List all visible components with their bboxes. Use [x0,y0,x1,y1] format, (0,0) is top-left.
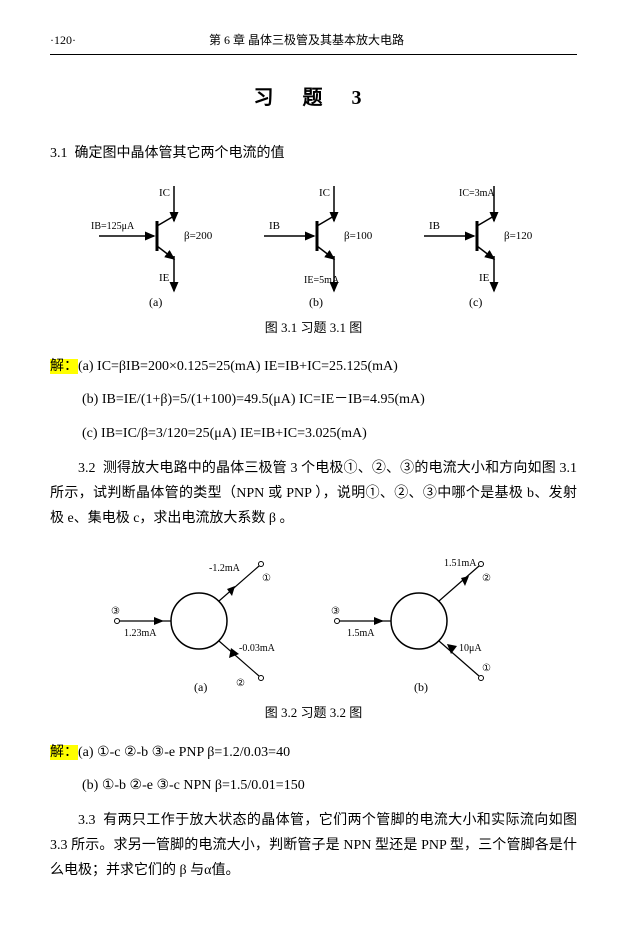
fig32-b-label: (b) [414,680,428,694]
fig31-b: IC IB IE=5mA β=100 (b) [249,181,379,311]
solution-3-2: 解：(a) ①-c ②-b ③-e PNP β=1.2/0.03=40 (b) … [50,740,577,798]
question-3-2: 3.2 测得放大电路中的晶体三极管 3 个电极①、②、③的电流大小和方向如图 3… [50,456,577,532]
fig31-b-ic: IC [319,187,330,199]
svg-text:③: ③ [111,606,120,617]
question-3-1: 3.1 确定图中晶体管其它两个电流的值 [50,141,577,166]
sol32-b: (b) ①-b ②-e ③-c NPN β=1.5/0.01=150 [82,778,305,793]
fig31-b-label: (b) [309,295,323,309]
fig31-c-ib: IB [429,220,440,232]
solution-3-1: 解：(a) IC=βIB=200×0.125=25(mA) IE=IB+IC=2… [50,354,577,446]
fig31-c-label: (c) [469,295,482,309]
sol31-label: 解： [50,359,78,374]
page-number: ·120· [50,30,76,52]
fig31-b-beta: β=100 [344,230,373,242]
page-header: ·120· 第 6 章 晶体三极管及其基本放大电路 [50,30,577,55]
svg-text:②: ② [236,678,245,689]
fig31-a-ic: IC [159,187,170,199]
fig31-c-ic: IC=3mA [459,188,495,199]
header-spacer [537,30,577,52]
question-3-3: 3.3 有两只工作于放大状态的晶体管，它们两个管脚的电流大小和实际流向如图 3.… [50,808,577,884]
fig31-b-ib: IB [269,220,280,232]
figure-3-1: IC IB=125μA IE β=200 (a) IC IB [50,181,577,311]
fig32-b-i2: 1.51mA [444,558,477,569]
q31-num: 3.1 [50,146,68,161]
main-title: 习 题 3 [50,80,577,116]
fig31-c-ie: IE [479,272,490,284]
fig31-b-ie: IE=5mA [304,275,340,286]
fig32-a-i2: -0.03mA [239,643,276,654]
chapter-title: 第 6 章 晶体三极管及其基本放大电路 [76,30,537,52]
svg-text:①: ① [262,573,271,584]
fig31-c-beta: β=120 [504,230,533,242]
q32-text: 测得放大电路中的晶体三极管 3 个电极①、②、③的电流大小和方向如图 3.1 所… [50,461,577,526]
fig32-caption: 图 3.2 习题 3.2 图 [50,701,577,724]
svg-text:②: ② [482,573,491,584]
fig31-caption: 图 3.1 习题 3.1 图 [50,316,577,339]
q31-text: 确定图中晶体管其它两个电流的值 [75,146,285,161]
page: ·120· 第 6 章 晶体三极管及其基本放大电路 习 题 3 3.1 确定图中… [0,0,627,945]
sol31-a: (a) IC=βIB=200×0.125=25(mA) IE=IB+IC=25.… [78,359,398,374]
svg-text:③: ③ [331,606,340,617]
fig32-a-label: (a) [194,680,207,694]
fig31-c: IC=3mA IB IE β=120 (c) [409,181,539,311]
fig32-a-i3: 1.23mA [124,628,157,639]
fig31-a-ib: IB=125μA [91,221,135,232]
fig32-b-i1: 10μA [459,643,482,654]
fig32-b: 1.51mA ② 10μA ① 1.5mA ③ (b) [329,546,519,696]
sol32-a: (a) ①-c ②-b ③-e PNP β=1.2/0.03=40 [78,745,290,760]
svg-text:①: ① [482,663,491,674]
sol31-c: (c) IB=IC/β=3/120=25(μA) IE=IB+IC=3.025(… [82,426,367,441]
fig31-a: IC IB=125μA IE β=200 (a) [89,181,219,311]
sol32-label: 解： [50,745,78,760]
fig32-b-i3: 1.5mA [347,628,375,639]
q33-text: 有两只工作于放大状态的晶体管，它们两个管脚的电流大小和实际流向如图 3.3 所示… [50,813,577,878]
figure-3-2: -1.2mA ① -0.03mA ② 1.23mA ③ (a) 1.51mA ② [50,546,577,696]
fig32-a: -1.2mA ① -0.03mA ② 1.23mA ③ (a) [109,546,299,696]
q32-num: 3.2 [78,461,96,476]
sol31-b: (b) IB=IE/(1+β)=5/(1+100)=49.5(μA) IC=IE… [82,392,425,407]
fig31-a-ie: IE [159,272,170,284]
fig31-a-beta: β=200 [184,230,213,242]
fig31-a-label: (a) [149,295,162,309]
q33-num: 3.3 [78,813,96,828]
fig32-a-i1: -1.2mA [209,563,241,574]
